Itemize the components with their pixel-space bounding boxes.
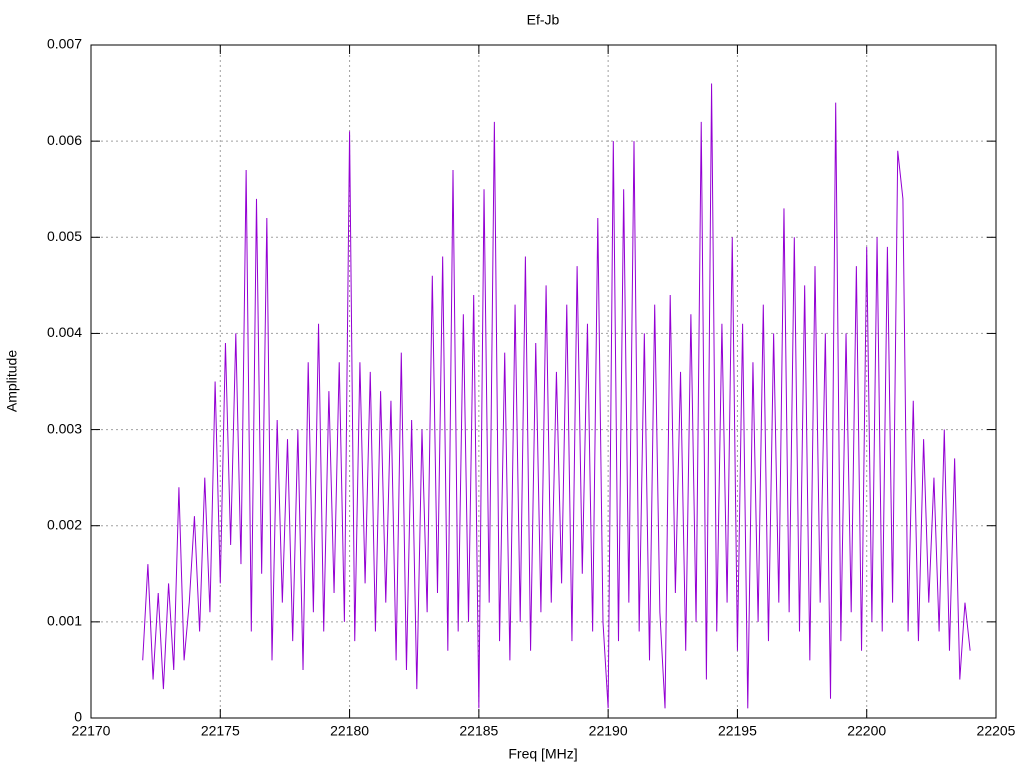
x-tick-label: 22175 <box>201 723 240 739</box>
y-tick-label: 0.006 <box>47 132 82 148</box>
x-axis-label: Freq [MHz] <box>508 746 577 762</box>
y-tick-label: 0.004 <box>47 324 82 340</box>
y-tick-label: 0.001 <box>47 613 82 629</box>
x-tick-label: 22200 <box>847 723 886 739</box>
x-tick-label: 22205 <box>977 723 1016 739</box>
x-tick-label: 22185 <box>459 723 498 739</box>
chart-title: Ef-Jb <box>527 12 560 28</box>
y-tick-label: 0.003 <box>47 420 82 436</box>
y-tick-label: 0.002 <box>47 516 82 532</box>
x-tick-label: 22195 <box>718 723 757 739</box>
y-tick-label: 0.007 <box>47 36 82 52</box>
data-line <box>142 83 971 709</box>
y-axis-label: Amplitude <box>4 350 20 412</box>
plot-frame <box>90 44 997 719</box>
x-tick-label: 22190 <box>589 723 628 739</box>
x-tick-label: 22180 <box>330 723 369 739</box>
x-tick-label: 22170 <box>72 723 111 739</box>
y-tick-label: 0 <box>74 709 82 725</box>
y-tick-label: 0.005 <box>47 228 82 244</box>
